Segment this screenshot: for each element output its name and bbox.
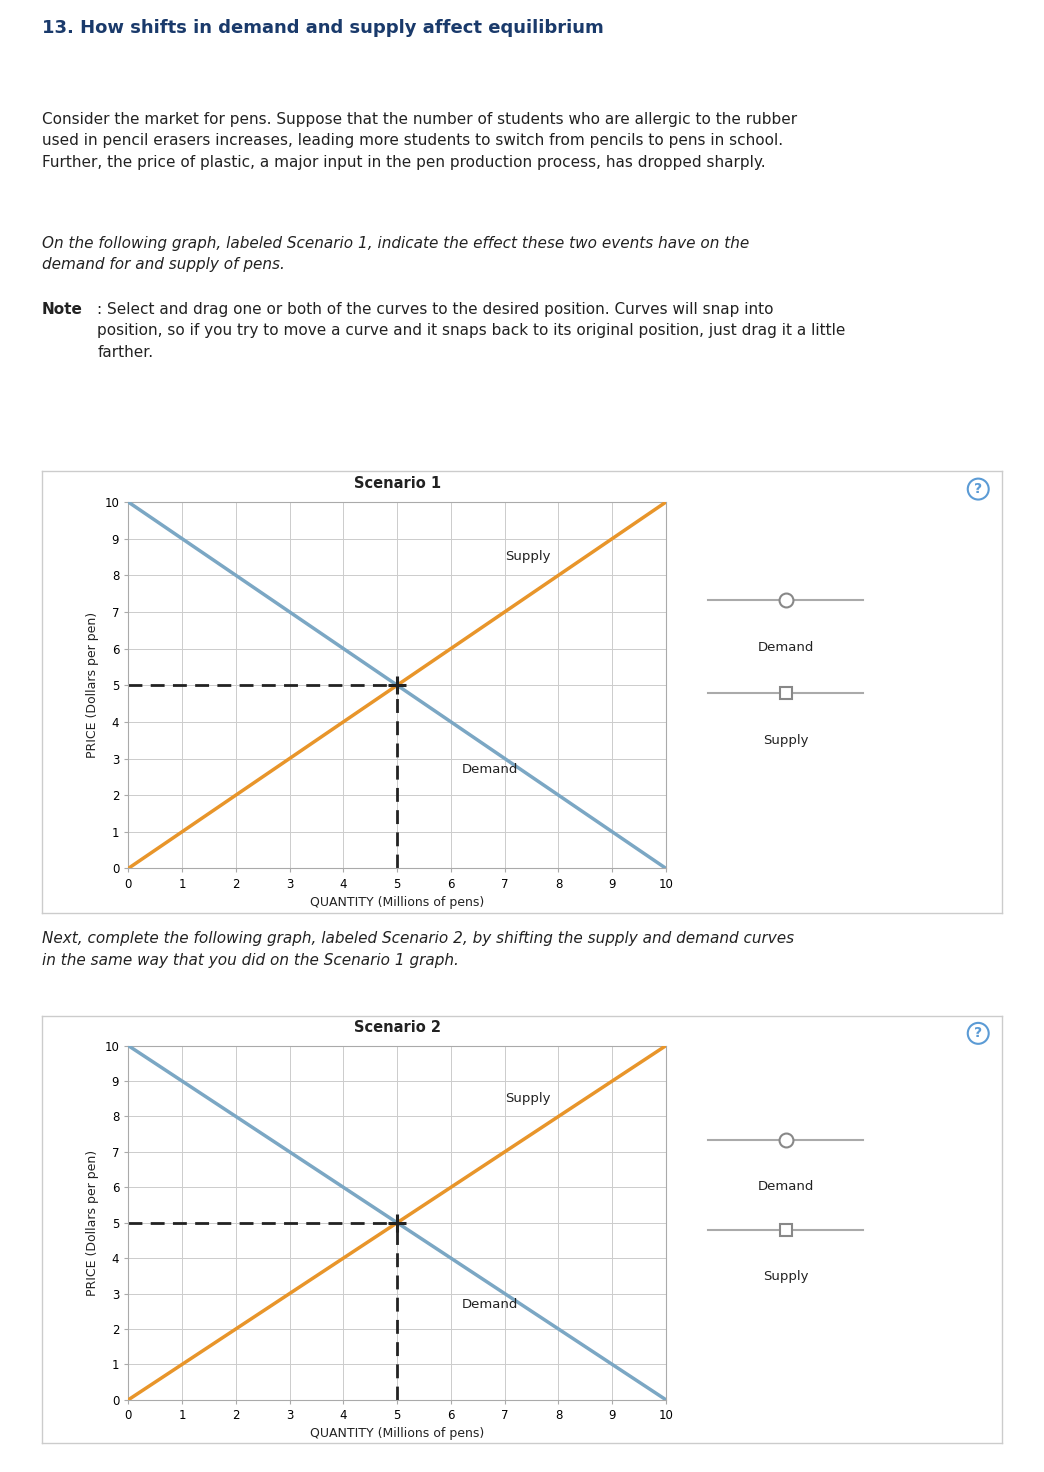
Text: 13. How shifts in demand and supply affect equilibrium: 13. How shifts in demand and supply affe… [42, 19, 603, 37]
Text: Supply: Supply [504, 551, 550, 564]
Text: On the following graph, labeled Scenario 1, indicate the effect these two events: On the following graph, labeled Scenario… [42, 236, 749, 272]
Y-axis label: PRICE (Dollars per pen): PRICE (Dollars per pen) [86, 1150, 99, 1295]
Text: ?: ? [974, 483, 982, 496]
Text: Demand: Demand [758, 1181, 814, 1192]
Text: Consider the market for pens. Suppose that the number of students who are allerg: Consider the market for pens. Suppose th… [42, 112, 797, 171]
Text: Next, complete the following graph, labeled Scenario 2, by shifting the supply a: Next, complete the following graph, labe… [42, 932, 793, 967]
Title: Scenario 2: Scenario 2 [354, 1020, 441, 1035]
Text: Supply: Supply [763, 1269, 808, 1282]
Text: Demand: Demand [461, 762, 518, 776]
Text: Note: Note [42, 302, 82, 316]
Y-axis label: PRICE (Dollars per pen): PRICE (Dollars per pen) [86, 612, 99, 758]
X-axis label: QUANTITY (Millions of pens): QUANTITY (Millions of pens) [310, 896, 484, 910]
Text: Demand: Demand [758, 640, 814, 654]
Text: Supply: Supply [763, 733, 808, 746]
Text: ?: ? [974, 1026, 982, 1041]
Title: Scenario 1: Scenario 1 [354, 475, 441, 492]
Text: Supply: Supply [504, 1092, 550, 1105]
Text: Demand: Demand [461, 1298, 518, 1310]
X-axis label: QUANTITY (Millions of pens): QUANTITY (Millions of pens) [310, 1428, 484, 1441]
Text: : Select and drag one or both of the curves to the desired position. Curves will: : Select and drag one or both of the cur… [97, 302, 846, 361]
